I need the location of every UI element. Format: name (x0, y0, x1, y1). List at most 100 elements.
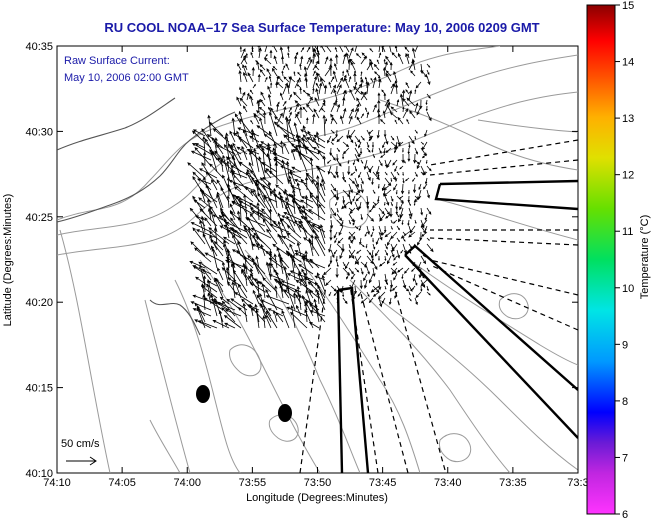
current-vector (402, 285, 410, 292)
current-vector (246, 92, 250, 101)
current-vector (374, 249, 380, 257)
current-vector (390, 267, 397, 275)
current-vector (319, 182, 326, 197)
current-vector (349, 207, 356, 215)
current-vector (390, 135, 395, 141)
current-vector (355, 195, 362, 202)
current-vector (302, 125, 308, 137)
current-vector (353, 72, 357, 83)
current-vector (260, 91, 266, 101)
current-vector (334, 46, 338, 53)
current-vector (320, 46, 326, 53)
current-vector (322, 114, 326, 137)
current-vector (396, 195, 404, 204)
current-vector (229, 227, 248, 239)
current-vector (375, 165, 380, 176)
current-vector (393, 183, 398, 191)
current-vector (249, 303, 254, 317)
current-vector (358, 201, 362, 210)
current-vector (356, 249, 362, 254)
current-vector (272, 243, 290, 257)
current-vector (402, 159, 406, 164)
current-vector (259, 63, 266, 71)
x-tick-label: 74:00 (173, 477, 201, 489)
current-vector (306, 96, 313, 107)
current-vector (378, 46, 381, 53)
current-vector (350, 273, 356, 280)
current-vector (264, 46, 269, 53)
current-vector (288, 107, 292, 113)
current-vector (332, 70, 338, 83)
current-vector (286, 225, 302, 239)
current-vector (368, 297, 374, 304)
current-vector (384, 195, 390, 206)
current-vector (368, 135, 374, 142)
current-vector (249, 282, 266, 293)
current-vector (254, 303, 260, 329)
current-vector (373, 63, 380, 71)
current-vector (342, 261, 346, 267)
current-vector (330, 84, 336, 95)
current-vector (341, 243, 345, 253)
current-vector (313, 108, 320, 119)
current-vector (348, 249, 356, 259)
current-vector (326, 159, 332, 164)
current-vector (320, 107, 326, 113)
current-vector (297, 71, 302, 77)
current-vector (212, 214, 224, 221)
current-vector (378, 279, 382, 291)
current-vector (390, 106, 398, 113)
current-vector (335, 267, 339, 279)
current-vector (384, 177, 392, 187)
current-vector (336, 103, 341, 113)
current-vector (426, 75, 431, 86)
current-vector (259, 68, 266, 77)
colorbar-tick-label: 12 (622, 170, 634, 182)
current-vector (359, 237, 362, 246)
current-vector (270, 107, 278, 119)
current-vector (306, 56, 311, 65)
current-vector (247, 216, 260, 239)
current-vector (285, 205, 296, 227)
current-vector (259, 292, 266, 311)
current-vector (257, 73, 261, 83)
current-vector (338, 225, 344, 236)
current-vector (397, 213, 404, 223)
current-vector (295, 133, 302, 155)
current-vector (249, 89, 254, 95)
colorbar-tick-label: 10 (622, 283, 634, 295)
current-vector (194, 319, 212, 329)
current-vector (333, 249, 338, 255)
current-vector (330, 207, 337, 217)
current-vector (405, 52, 410, 65)
current-vector (276, 112, 283, 125)
current-vector (348, 267, 354, 275)
current-vector (293, 122, 302, 149)
current-vector (342, 177, 347, 183)
current-vector (265, 310, 278, 329)
current-vector (342, 141, 350, 148)
current-vector (348, 219, 351, 225)
current-vector (344, 261, 350, 270)
current-vector (282, 106, 287, 119)
current-vector (249, 135, 260, 143)
current-vector (401, 273, 404, 280)
current-vector (242, 64, 248, 77)
current-vector (372, 171, 380, 181)
current-vector (354, 141, 358, 147)
current-vector (256, 182, 266, 203)
current-vector (312, 87, 315, 95)
current-vector (341, 201, 350, 210)
current-vector (298, 271, 308, 287)
current-vector (400, 183, 405, 195)
current-vector (249, 267, 254, 281)
current-vector (405, 82, 410, 89)
current-vector (384, 249, 388, 256)
current-vector (336, 171, 339, 179)
current-vector (264, 53, 268, 59)
current-vector (348, 243, 351, 249)
current-vector (246, 171, 254, 185)
current-vector (286, 215, 296, 233)
current-vector (240, 48, 246, 59)
current-vector (405, 89, 410, 95)
